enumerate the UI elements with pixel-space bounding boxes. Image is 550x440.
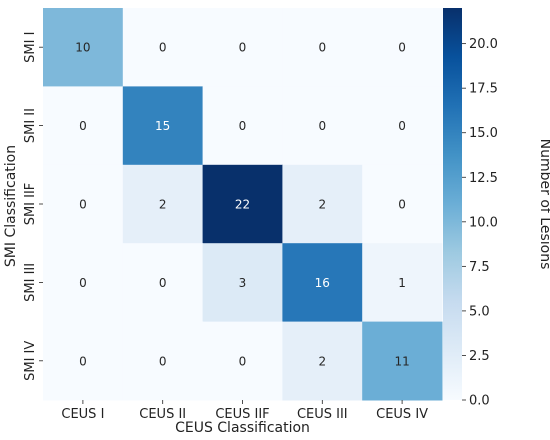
heatmap-cell	[282, 8, 363, 87]
heatmap-cell	[202, 86, 283, 166]
heatmap-cell	[43, 164, 124, 244]
heatmap-cell	[202, 321, 283, 401]
heatmap-cell	[122, 164, 204, 244]
x-axis-ticks: CEUS I CEUS II CEUS IIF CEUS III CEUS IV	[61, 400, 428, 422]
cell-value-label: 0	[159, 276, 167, 290]
x-tick-label: CEUS III	[297, 407, 348, 422]
cell-value-label: 2	[318, 354, 326, 368]
colorbar-tick-label: 0.0	[469, 394, 490, 409]
heatmap-cell	[43, 321, 124, 401]
cell-value-label: 0	[79, 198, 87, 212]
cell-value-label: 0	[239, 41, 247, 55]
heatmap-cell	[122, 243, 204, 323]
colorbar-tick-label: 7.5	[469, 260, 490, 275]
cell-value-label: 3	[239, 276, 247, 290]
cell-value-label: 0	[159, 41, 167, 55]
heatmap-cell	[362, 321, 443, 401]
y-tick-label: SMI I	[23, 32, 38, 63]
cell-value-label: 0	[239, 119, 247, 133]
heatmap-cell	[282, 164, 363, 244]
heatmap-cell	[362, 86, 443, 166]
colorbar-tick-label: 5.0	[469, 304, 490, 319]
cell-value-label: 16	[315, 276, 330, 290]
colorbar-tick-label: 15.0	[469, 126, 498, 141]
heatmap-cell	[122, 321, 204, 401]
x-tick-label: CEUS IV	[376, 407, 428, 422]
y-axis-label: SMI Classification	[3, 145, 19, 267]
y-tick-label: SMI III	[23, 263, 38, 302]
cell-value-label: 2	[318, 198, 326, 212]
cell-value-label: 0	[398, 41, 406, 55]
x-tick-label: CEUS IIF	[215, 407, 269, 422]
cell-value-label: 2	[159, 198, 167, 212]
cell-value-label: 0	[159, 354, 167, 368]
colorbar-tick-label: 12.5	[469, 171, 498, 186]
heatmap-cell	[282, 243, 363, 323]
heatmap-cell	[362, 164, 443, 244]
colorbar-label: Number of Lesions	[537, 139, 550, 270]
cell-value-label: 0	[79, 119, 87, 133]
heatmap-cell	[43, 86, 124, 166]
heatmap-cell	[43, 8, 124, 87]
heatmap-cell	[362, 243, 443, 323]
heatmap-cell	[43, 243, 124, 323]
y-tick-label: SMI IIF	[23, 183, 38, 226]
y-tick-label: SMI IV	[23, 341, 38, 381]
heatmap-cells	[43, 8, 443, 401]
cell-value-label: 0	[398, 198, 406, 212]
heatmap-cell	[282, 86, 363, 166]
colorbar-tick-label: 20.0	[469, 37, 498, 52]
heatmap-cell	[122, 86, 204, 166]
heatmap-cell	[202, 8, 283, 87]
x-tick-label: CEUS I	[61, 407, 104, 422]
cell-value-label: 10	[75, 41, 90, 55]
x-tick-label: CEUS II	[139, 407, 186, 422]
colorbar-tick-label: 2.5	[469, 349, 490, 364]
y-tick-label: SMI II	[23, 108, 38, 143]
cell-value-label: 15	[155, 119, 170, 133]
x-axis-label: CEUS Classification	[175, 420, 310, 436]
cell-value-label: 1	[398, 276, 406, 290]
heatmap-cell	[282, 321, 363, 401]
heatmap-cell	[362, 8, 443, 87]
cell-value-label: 22	[235, 198, 250, 212]
colorbar-tick-label: 17.5	[469, 82, 498, 97]
cell-value-label: 0	[318, 119, 326, 133]
heatmap-cell	[122, 8, 204, 87]
colorbar-ticks: 0.0 2.5 5.0 7.5 10.0 12.5 15.0 17.5 20.0	[462, 37, 498, 409]
colorbar-tick-label: 10.0	[469, 215, 498, 230]
heatmap-cell	[202, 243, 283, 323]
y-axis-ticks: SMI I SMI II SMI IIF SMI III SMI IV	[23, 32, 43, 381]
colorbar	[443, 8, 462, 400]
cell-value-label: 0	[79, 354, 87, 368]
cell-value-label: 11	[394, 354, 409, 368]
heatmap-cell	[202, 164, 283, 244]
cell-value-label: 0	[398, 119, 406, 133]
cell-value-label: 0	[239, 354, 247, 368]
cell-value-label: 0	[318, 41, 326, 55]
cell-value-label: 0	[79, 276, 87, 290]
heatmap-cell-labels: 10 0 0 0 00 15 0 0 00 2 22 2 00 0 3 16 10 0 0 2 11	[75, 41, 409, 369]
